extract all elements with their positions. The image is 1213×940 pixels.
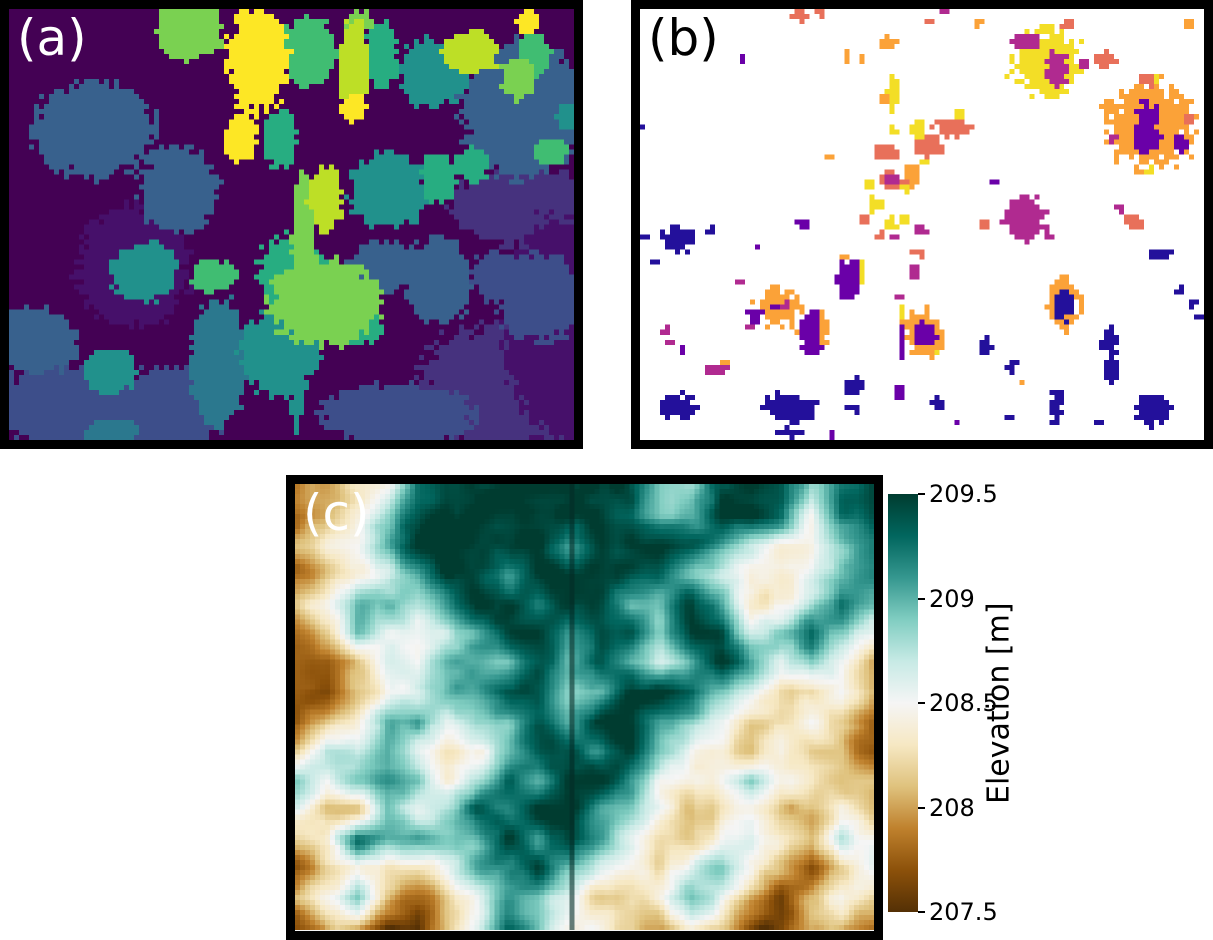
panel-c: (c) xyxy=(286,475,883,940)
colorbar-tick-mark xyxy=(918,597,925,600)
panel-a-map-canvas xyxy=(9,9,574,440)
colorbar-tick-label: 209.5 xyxy=(929,480,998,508)
panel-b-map-canvas xyxy=(640,9,1204,440)
colorbar-gradient xyxy=(888,494,918,912)
colorbar-tick-label: 208.5 xyxy=(929,689,998,717)
panel-b-label: (b) xyxy=(648,9,719,67)
colorbar-tick-mark xyxy=(918,702,925,704)
colorbar-title: Elevation [m] xyxy=(981,602,1017,804)
panel-c-map-canvas xyxy=(295,484,874,930)
panel-a-label: (a) xyxy=(17,9,87,67)
panel-c-label: (c) xyxy=(303,484,370,542)
panel-a: (a) xyxy=(0,0,583,449)
colorbar-tick-label: 207.5 xyxy=(929,898,998,926)
colorbar-tick-mark xyxy=(918,493,925,495)
panel-b: (b) xyxy=(631,0,1213,449)
colorbar-tick-label: 208 xyxy=(929,793,975,822)
colorbar-tick-mark xyxy=(918,806,925,809)
colorbar-tick-label: 209 xyxy=(929,584,975,613)
colorbar-ticks: 209.5 209 208.5 208 207.5 xyxy=(918,480,1038,926)
colorbar-tick-mark xyxy=(918,911,925,913)
